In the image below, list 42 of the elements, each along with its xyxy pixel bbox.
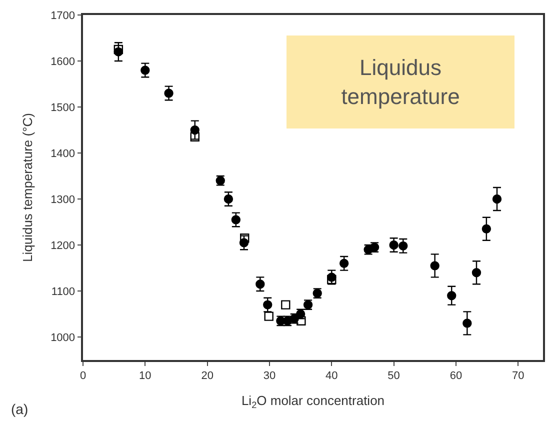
point	[281, 300, 290, 310]
x-tick-label: 10	[139, 370, 152, 382]
point	[447, 291, 456, 300]
y-axis-title: Liquidus temperature (°C)	[20, 113, 36, 262]
point	[263, 300, 272, 310]
text: (a)	[11, 401, 28, 417]
x-tick-label: 30	[263, 370, 276, 382]
point	[492, 194, 502, 204]
point	[327, 274, 336, 284]
point	[430, 261, 440, 270]
point	[482, 224, 492, 234]
x-tick-label: 20	[201, 370, 214, 382]
x-tick-label: 40	[326, 370, 338, 382]
point	[256, 280, 265, 289]
y-tick-label: 1700	[50, 10, 76, 22]
y-tick-label: 1000	[50, 332, 76, 344]
x-tick-label: 0	[80, 370, 86, 382]
point	[264, 312, 274, 321]
x-axis-title: Li$_{2}$O molar concentration	[241, 393, 385, 410]
point	[140, 66, 150, 75]
point	[224, 194, 234, 204]
point	[462, 318, 472, 328]
x-tick-label: 50	[388, 370, 400, 382]
point	[164, 88, 174, 98]
y-tick-label: 1400	[50, 148, 76, 160]
point	[389, 240, 398, 250]
y-tick-label: 1100	[51, 286, 76, 298]
y-tick-label: 1200	[50, 240, 76, 252]
point	[240, 234, 250, 243]
point	[231, 215, 241, 224]
x-tick-label: 60	[450, 370, 462, 382]
y-tick-label: 1600	[50, 56, 76, 68]
y-tick-label: 1300	[50, 194, 76, 206]
point	[296, 316, 306, 326]
y-tick-label: 1500	[50, 102, 76, 114]
x-tick-label: 70	[512, 370, 524, 382]
point	[472, 268, 482, 278]
point	[114, 44, 124, 54]
point	[339, 258, 349, 268]
annotation: Liquidus temperature	[341, 55, 460, 109]
point	[398, 241, 408, 251]
point	[190, 132, 200, 142]
